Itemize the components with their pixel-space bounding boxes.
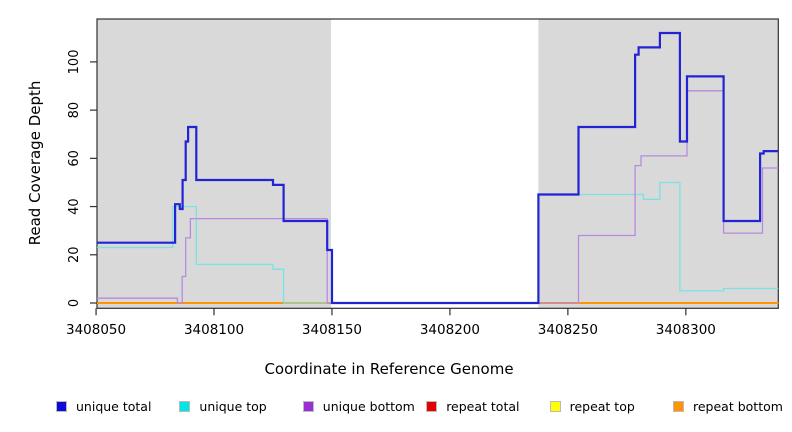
legend-swatch-icon [302,400,314,412]
y-tick-label: 100 [67,49,82,74]
legend-swatch-icon [56,400,67,412]
y-tick-label: 60 [67,150,82,167]
legend-label: repeat total [446,398,520,414]
legend-item-unique-total: unique total [56,398,152,414]
plot-box [96,18,779,309]
legend-label: unique bottom [322,398,415,414]
y-tick-label: 20 [67,247,82,264]
legend-item-repeat-top: repeat top [549,398,635,414]
x-tick-label: 3408200 [420,322,480,338]
x-tick-label: 3408250 [538,322,598,338]
legend-swatch-icon [673,400,684,412]
legend-swatch-icon [426,400,438,412]
x-tick-label: 3408150 [302,322,362,338]
series-unique-total [97,31,779,305]
x-axis-title: Coordinate in Reference Genome [264,360,514,378]
shaded-region-2 [538,19,779,309]
x-tick-label: 3408050 [66,322,126,338]
legend-label: unique top [199,398,267,414]
x-tick-label: 3408100 [184,322,244,338]
legend-label: unique total [76,398,152,414]
legend-item-repeat-total: repeat total [426,398,520,414]
legend-item-repeat-bottom: repeat bottom [673,398,783,414]
legend-item-unique-bottom: unique bottom [302,398,415,414]
legend-label: repeat top [569,398,635,414]
y-tick-label: 0 [67,299,82,307]
legend-swatch-icon [549,400,561,412]
legend-label: repeat bottom [693,398,783,414]
legend-item-unique-top: unique top [179,398,267,414]
y-tick-label: 80 [67,102,82,119]
legend-swatch-icon [179,400,191,412]
shaded-region-1 [97,19,332,309]
legend: unique total unique top unique bottom repea… [0,398,792,418]
x-tick-label: 3408300 [656,322,716,338]
y-tick-label: 40 [67,198,82,215]
y-axis-title: Read Coverage Depth [26,80,44,246]
